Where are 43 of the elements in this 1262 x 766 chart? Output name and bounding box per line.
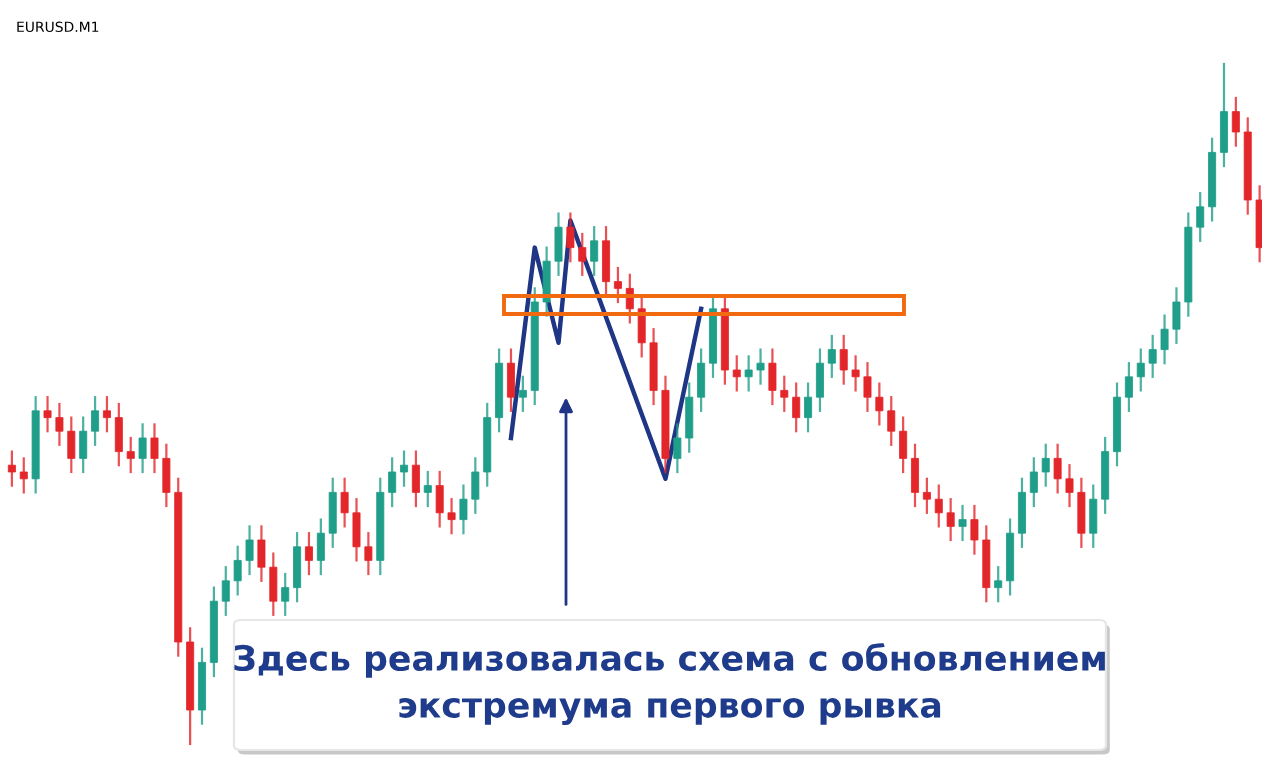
annotation: Здесь реализовалась схема с обновлением экстремума первого рывка (234, 643, 1105, 725)
candlestick (506, 348, 515, 412)
candlestick (114, 402, 123, 467)
candlestick (602, 226, 611, 297)
candlestick (411, 450, 420, 508)
candlestick (102, 396, 111, 433)
candlestick (126, 436, 135, 474)
candlestick (922, 477, 931, 514)
candlestick (958, 504, 967, 542)
candlestick (304, 532, 313, 576)
candlestick (316, 518, 325, 576)
candlestick (815, 348, 824, 412)
candlestick (328, 477, 337, 548)
candlestick (423, 470, 432, 508)
candlestick (388, 457, 397, 508)
candlestick (198, 647, 206, 725)
candlestick (293, 532, 302, 603)
candlestick (994, 566, 1003, 603)
candlestick (1101, 436, 1110, 514)
candlestick (1231, 96, 1240, 147)
candlestick (91, 396, 100, 446)
candlestick (1029, 457, 1038, 508)
candlestick (1006, 518, 1015, 596)
candlestick (827, 334, 836, 378)
candlestick (281, 572, 290, 616)
candlestick (911, 443, 919, 508)
candlestick (7, 450, 16, 487)
candlestick (1219, 62, 1228, 168)
candlestick (613, 266, 622, 304)
candlestick (400, 450, 409, 487)
candlestick (1017, 477, 1026, 548)
candlestick (899, 416, 908, 474)
candlestick (138, 423, 147, 474)
candlestick (732, 355, 741, 392)
candlestick (590, 226, 599, 276)
candlestick (1041, 443, 1050, 487)
candlestick (79, 416, 88, 474)
candlestick (804, 382, 813, 433)
candlestick (697, 348, 706, 412)
candlestick (518, 375, 527, 412)
candlestick (19, 457, 28, 494)
candlestick (1089, 484, 1098, 548)
candlestick (1124, 362, 1133, 412)
